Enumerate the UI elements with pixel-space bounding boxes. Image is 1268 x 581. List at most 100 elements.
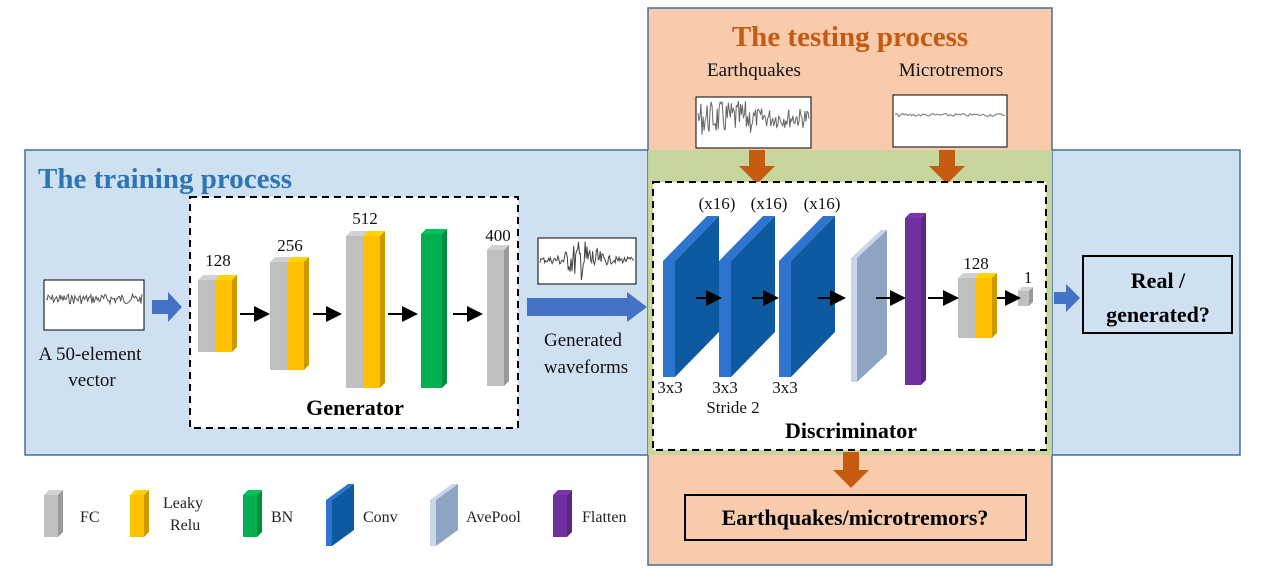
generator-label: Generator xyxy=(306,395,404,420)
earthquakes-label: Earthquakes xyxy=(707,60,801,81)
gen-fc-3 xyxy=(346,236,363,388)
disc-fc-size: 128 xyxy=(963,254,989,273)
gen-bn xyxy=(421,234,442,388)
legend-conv-icon-top xyxy=(326,484,354,500)
legend-avepool-icon-top xyxy=(430,484,458,500)
earthquake-waveform-box xyxy=(695,96,812,149)
result-label-2: generated? xyxy=(1106,302,1210,327)
legend-leaky-icon-side xyxy=(144,490,149,537)
gen-leaky-2 xyxy=(287,262,304,370)
result-arrow xyxy=(1054,284,1080,312)
filters-1: (x16) xyxy=(699,194,736,213)
gen-leaky-2-side xyxy=(304,257,309,370)
gen-leaky-3-side xyxy=(380,231,385,388)
conv-3-edge xyxy=(779,261,791,377)
gen-fc-2 xyxy=(270,262,287,370)
gen-leaky-2-top xyxy=(287,257,309,262)
conv-1-face xyxy=(675,216,719,377)
gen-fc-2-top xyxy=(270,257,292,262)
classification-output: Earthquakes/microtremors? xyxy=(722,505,989,530)
gen-fc-1 xyxy=(198,280,215,352)
generated-label-2: waveforms xyxy=(544,357,628,378)
microtremor-waveform xyxy=(894,112,1006,118)
gen-size-128: 128 xyxy=(205,251,231,270)
legend-conv: Conv xyxy=(363,509,398,526)
disc-out-size: 1 xyxy=(1024,268,1033,287)
conv-2-edge xyxy=(719,261,731,377)
stride-label: Stride 2 xyxy=(706,398,759,417)
kernel-2: 3x3 xyxy=(712,378,738,397)
gen-bn-top xyxy=(421,229,447,234)
generated-arrow xyxy=(527,292,647,322)
legend-conv-icon-edge xyxy=(326,500,332,546)
gen-size-512: 512 xyxy=(352,209,378,228)
input-vector-box xyxy=(43,279,145,331)
microtremors-label: Microtremors xyxy=(899,60,1003,81)
disc-output xyxy=(1018,291,1029,306)
legend-fc: FC xyxy=(80,509,100,526)
avepool-top xyxy=(851,230,887,258)
down-arrow-microtremors xyxy=(929,150,965,184)
input-arrow xyxy=(152,292,182,322)
legend-conv-icon-face xyxy=(332,484,354,546)
training-title: The training process xyxy=(38,163,292,195)
avepool-face xyxy=(857,230,887,382)
conv-1-edge xyxy=(663,261,675,377)
gen-fc-1-top xyxy=(198,275,220,280)
avepool-edge xyxy=(851,258,857,382)
gen-size-400: 400 xyxy=(485,226,511,245)
gen-leaky-1-side xyxy=(232,275,237,352)
classification-output-box xyxy=(684,494,1027,541)
legend-leaky: Leaky xyxy=(163,495,203,512)
discriminator-label: Discriminator xyxy=(785,418,917,443)
legend-fc-icon-top xyxy=(44,490,63,495)
legend-bn-icon-side xyxy=(257,490,262,537)
legend-flatten-icon-top xyxy=(553,490,572,495)
input-label-1: A 50-element xyxy=(39,344,143,365)
kernel-3: 3x3 xyxy=(772,378,798,397)
legend-flatten: Flatten xyxy=(582,509,626,526)
earthquake-waveform xyxy=(697,100,810,135)
legend-flatten-icon xyxy=(553,495,567,537)
legend-relu: Relu xyxy=(170,517,200,534)
conv-3-face xyxy=(791,216,835,377)
filters-3: (x16) xyxy=(804,194,841,213)
input-noise-waveform xyxy=(45,292,143,306)
legend-leaky-icon-top xyxy=(130,490,149,495)
gen-leaky-1 xyxy=(215,280,232,352)
discriminator-layers xyxy=(663,213,1033,385)
gen-fc-out xyxy=(487,250,504,386)
legend-avepool-icon-edge xyxy=(430,500,436,546)
legend-leaky-icon xyxy=(130,495,144,537)
microtremor-waveform-box xyxy=(892,94,1008,148)
conv-2-face xyxy=(731,216,775,377)
gen-fc-out-side xyxy=(504,245,509,386)
disc-output-top xyxy=(1018,287,1033,291)
legend-bn-icon-top xyxy=(243,490,262,495)
generator-layers xyxy=(198,229,509,388)
conv-3-top xyxy=(779,216,835,261)
gen-size-256: 256 xyxy=(277,236,303,255)
kernel-1: 3x3 xyxy=(657,378,683,397)
flatten-side xyxy=(921,213,926,385)
disc-leaky xyxy=(975,278,992,338)
legend-avepool-icon-face xyxy=(436,484,458,546)
conv-1-top xyxy=(663,216,719,261)
legend-flatten-icon-side xyxy=(567,490,572,537)
gen-leaky-1-top xyxy=(215,275,237,280)
flatten-top xyxy=(905,213,926,218)
result-label-1: Real / xyxy=(1131,268,1186,293)
legend-fc-icon-side xyxy=(58,490,63,537)
disc-leaky-top xyxy=(975,273,997,278)
disc-output-side xyxy=(1029,287,1033,306)
gen-fc-3-top xyxy=(346,231,368,236)
input-label-2: vector xyxy=(68,370,116,391)
filters-2: (x16) xyxy=(751,194,788,213)
disc-fc xyxy=(958,278,975,338)
generated-waveform xyxy=(539,241,635,281)
disc-fc-top xyxy=(958,273,980,278)
flatten xyxy=(905,218,921,385)
testing-title: The testing process xyxy=(732,21,968,53)
legend xyxy=(44,484,572,546)
